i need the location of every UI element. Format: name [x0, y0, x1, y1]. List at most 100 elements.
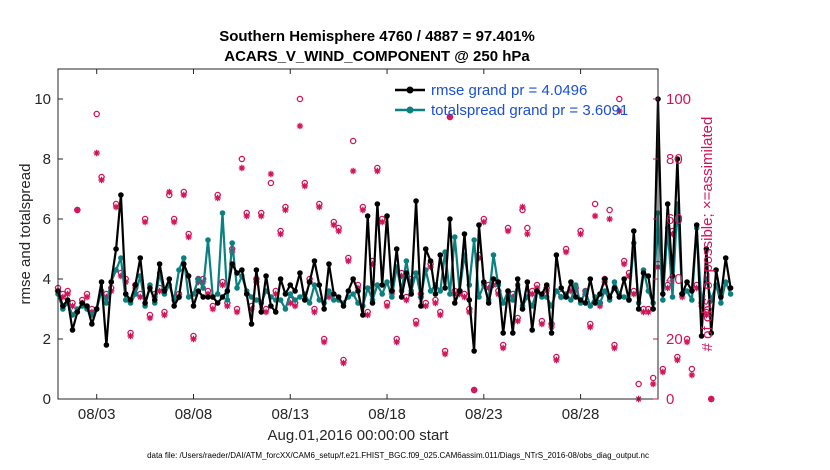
obs-assimilated-point — [625, 272, 633, 280]
totalspread-point — [282, 306, 289, 312]
rmse-point — [127, 297, 134, 303]
rmse-point — [664, 201, 671, 207]
rmse-point — [539, 291, 545, 297]
rmse-point — [529, 327, 535, 333]
obs-assimilated-point — [524, 230, 531, 238]
rmse-point — [500, 330, 506, 336]
rmse-point — [548, 330, 555, 336]
rmse-point — [64, 297, 71, 303]
rmse-point — [69, 327, 76, 333]
obs-assimilated-point — [461, 293, 468, 301]
obs-assimilated-point — [374, 167, 381, 175]
rmse-point — [534, 288, 540, 294]
obs-possible-point — [591, 200, 599, 208]
x-tick-label: 08/18 — [368, 406, 406, 423]
chart-subtitle: ACARS_V_WIND_COMPONENT @ 250 hPa — [224, 48, 530, 65]
rmse-point — [234, 270, 240, 276]
rmse-point — [543, 282, 550, 288]
totalspread-point — [568, 297, 574, 303]
rmse-point — [422, 246, 429, 252]
rmse-point — [626, 297, 632, 303]
rmse-point — [161, 288, 168, 294]
totalspread-point — [451, 234, 458, 240]
obs-assimilated-point — [359, 206, 367, 214]
y-tick-label: 8 — [43, 151, 51, 168]
rmse-point — [374, 201, 381, 207]
rmse-point — [582, 300, 589, 306]
rmse-point — [287, 282, 294, 288]
rmse-point — [718, 294, 724, 300]
totalspread-point — [331, 297, 337, 303]
rmse-point — [258, 309, 265, 315]
rmse-point — [698, 333, 705, 339]
rmse-point — [650, 306, 656, 312]
rmse-point — [635, 306, 642, 312]
rmse-point — [306, 279, 313, 285]
obs-assimilated-point — [156, 287, 163, 295]
rmse-point — [432, 291, 439, 297]
totalspread-point — [669, 294, 676, 300]
totalspread-point — [413, 270, 419, 276]
y-right-tick-label: 20 — [666, 331, 683, 348]
obs-assimilated-point — [277, 230, 284, 238]
rmse-point — [350, 276, 356, 282]
rmse-point — [713, 267, 719, 273]
rmse-point — [505, 288, 511, 294]
rmse-point — [601, 276, 608, 282]
obs-assimilated-point — [180, 191, 188, 199]
obs-assimilated-point — [538, 320, 546, 328]
totalspread-point — [500, 300, 506, 306]
obs-assimilated-point — [664, 284, 671, 292]
y-axis-label-right: # of obs: o=possible; ×=assimilated — [699, 117, 716, 352]
obs-assimilated-point — [243, 212, 250, 220]
rmse-point — [176, 294, 182, 300]
rmse-point — [524, 279, 531, 285]
totalspread-point — [389, 294, 395, 300]
plot-area — [54, 68, 734, 403]
rmse-point — [335, 294, 342, 300]
obs-assimilated-point — [490, 281, 497, 289]
totalspread-point — [587, 303, 594, 309]
obs-assimilated-point — [533, 284, 541, 292]
obs-assimilated-point — [74, 206, 81, 214]
rmse-point — [185, 273, 192, 279]
rmse-point — [311, 258, 318, 264]
rmse-point — [403, 270, 410, 276]
rmse-point — [476, 222, 482, 228]
totalspread-point — [722, 279, 729, 285]
obs-assimilated-point — [88, 308, 96, 316]
rmse-point — [553, 252, 560, 258]
rmse-point — [408, 291, 415, 297]
totalspread-point — [727, 291, 734, 297]
obs-assimilated-point — [146, 314, 154, 322]
rmse-point — [660, 291, 666, 297]
obs-possible-point — [649, 374, 657, 382]
rmse-point — [171, 303, 177, 309]
obs-assimilated-point — [403, 296, 410, 304]
rmse-point — [321, 306, 327, 312]
rmse-point — [360, 312, 366, 318]
obs-assimilated-point — [422, 302, 429, 310]
obs-assimilated-point — [678, 293, 686, 301]
obs-assimilated-point — [683, 338, 691, 346]
obs-assimilated-point — [432, 299, 439, 307]
totalspread-point — [122, 297, 129, 303]
totalspread-point — [185, 294, 192, 300]
rmse-point — [693, 222, 700, 228]
obs-assimilated-point — [495, 290, 502, 298]
obs-assimilated-point — [354, 284, 362, 292]
legend-spread-marker — [406, 106, 414, 114]
rmse-point — [442, 285, 448, 291]
obs-assimilated-point — [238, 164, 246, 172]
y-right-tick-label: 60 — [666, 211, 683, 228]
obs-assimilated-point — [708, 395, 715, 403]
totalspread-point — [427, 288, 434, 294]
totalspread-point — [195, 276, 202, 282]
x-tick-label: 08/28 — [562, 406, 600, 423]
obs-assimilated-point — [611, 344, 618, 352]
totalspread-point — [311, 282, 318, 288]
obs-assimilated-point — [446, 113, 454, 121]
rmse-point — [611, 285, 618, 291]
rmse-point — [113, 246, 119, 252]
